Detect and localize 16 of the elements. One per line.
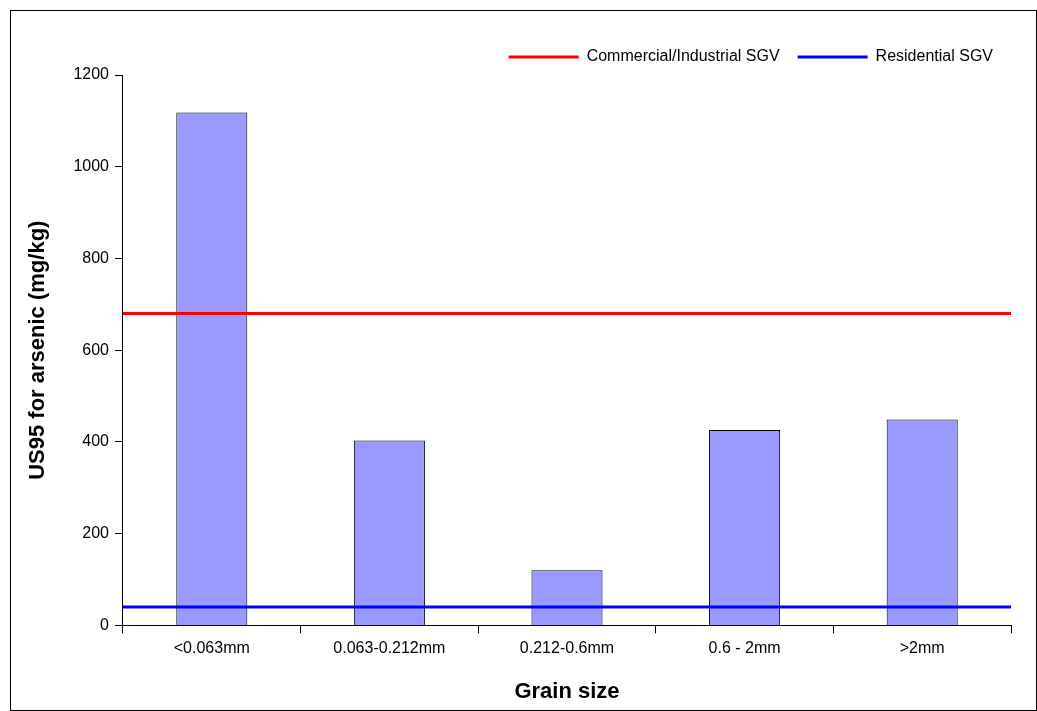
y-tick-label: 800 [82,248,110,266]
x-axis-title: Grain size [514,677,620,703]
y-tick-label: 1000 [73,157,110,175]
x-tick-label: 0.063-0.212mm [333,639,446,657]
y-tick-label: 600 [82,340,110,358]
legend-label: Commercial/Industrial SGV [586,47,780,65]
y-axis-title: US95 for arsenic (mg/kg) [24,220,50,480]
y-tick-label: 400 [82,432,110,450]
legend-label: Residential SGV [875,47,994,65]
x-tick-label: 0.212-0.6mm [519,639,615,657]
x-tick-label: >2mm [899,639,945,657]
y-tick-label: 0 [100,615,110,633]
y-tick-label: 200 [82,524,110,542]
x-tick-label: <0.063mm [173,639,250,657]
y-tick-label: 1200 [73,65,110,83]
x-tick-label: 0.6 - 2mm [708,639,781,657]
